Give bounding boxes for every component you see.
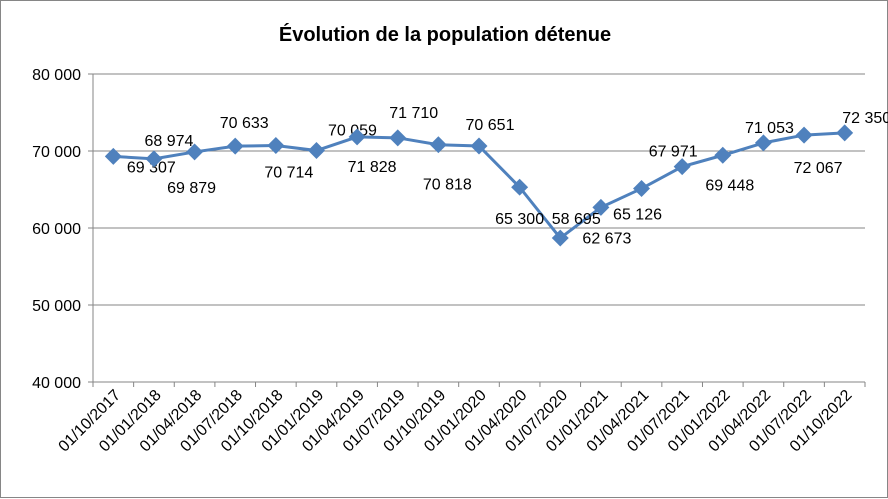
data-point-marker: [307, 142, 325, 160]
data-point-marker: [145, 150, 163, 168]
data-label: 58 695: [552, 211, 601, 228]
data-label: 71 710: [389, 105, 438, 122]
data-label: 69 448: [705, 177, 754, 194]
data-label: 72 067: [794, 160, 843, 177]
data-label: 69 307: [127, 159, 176, 176]
y-tick-label: 60 000: [32, 221, 81, 238]
data-label: 65 126: [613, 207, 662, 224]
data-point-marker: [673, 158, 691, 176]
data-label: 70 818: [423, 177, 472, 194]
y-tick-label: 50 000: [32, 298, 81, 315]
data-point-marker: [267, 137, 285, 154]
data-point-marker: [795, 126, 813, 144]
data-point-marker: [186, 143, 204, 161]
data-label: 70 633: [220, 115, 269, 132]
data-point-marker: [389, 129, 407, 147]
data-point-marker: [429, 136, 447, 154]
data-point-marker: [551, 229, 569, 247]
data-label: 69 879: [167, 180, 216, 197]
data-point-marker: [754, 134, 772, 152]
data-label: 71 053: [745, 120, 794, 137]
data-label: 62 673: [582, 230, 631, 247]
data-label: 70 059: [328, 123, 377, 140]
data-label: 67 971: [649, 144, 698, 161]
data-label: 71 828: [348, 159, 397, 176]
data-label: 65 300: [495, 211, 544, 228]
data-point-marker: [511, 178, 529, 196]
data-point-marker: [633, 180, 651, 198]
data-point-marker: [104, 147, 122, 165]
chart-title: Évolution de la population détenue: [279, 23, 611, 46]
data-point-marker: [836, 124, 854, 142]
y-tick-label: 80 000: [32, 67, 81, 84]
data-point-marker: [592, 198, 610, 216]
data-point-marker: [226, 137, 244, 155]
data-point-marker: [470, 137, 488, 155]
data-label: 70 651: [466, 117, 515, 134]
data-point-marker: [348, 128, 366, 146]
data-point-marker: [714, 146, 732, 164]
data-label: 72 350: [842, 110, 888, 127]
data-label: 68 974: [144, 133, 193, 150]
y-tick-label: 70 000: [32, 144, 81, 161]
y-tick-label: 40 000: [32, 375, 81, 392]
data-label: 70 714: [264, 165, 313, 182]
